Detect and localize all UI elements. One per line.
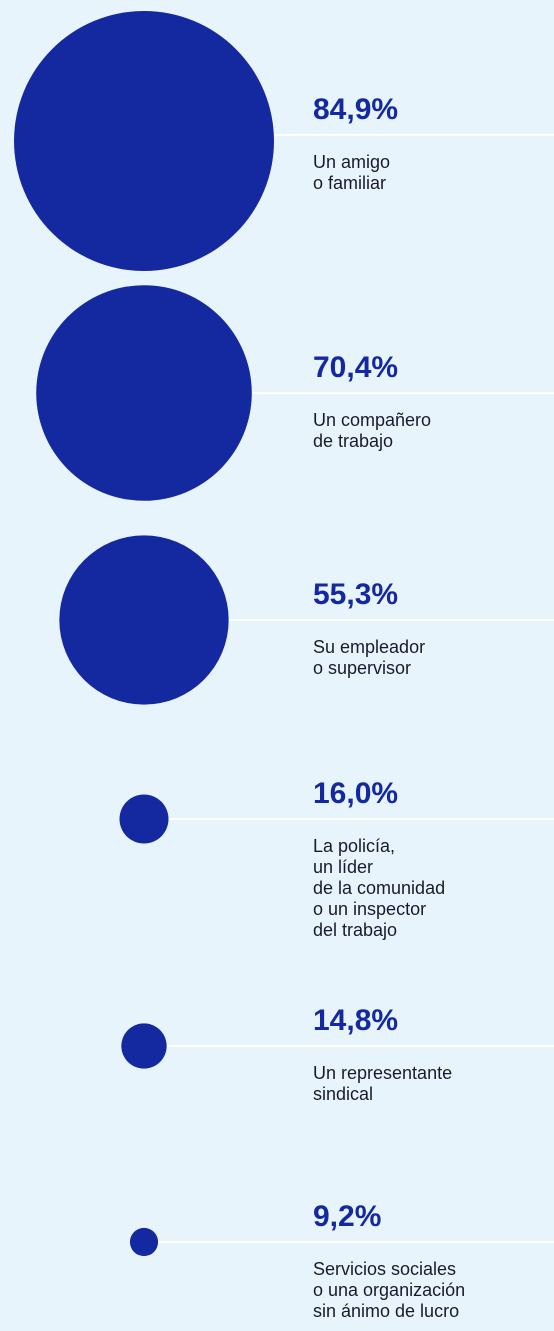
category-line: Servicios sociales	[313, 1259, 456, 1279]
category-line: sindical	[313, 1084, 373, 1104]
bubble	[129, 1227, 159, 1257]
category-label: Su empleador o supervisor	[313, 637, 425, 678]
bubble	[121, 1023, 167, 1069]
bubble	[36, 285, 252, 501]
category-line: o una organización	[313, 1280, 465, 1300]
category-line: Su empleador	[313, 637, 425, 657]
category-label: Un amigo o familiar	[313, 152, 390, 193]
value-label: 84,9%	[313, 93, 398, 126]
category-line: Un representante	[313, 1063, 452, 1083]
category-line: o un inspector	[313, 899, 426, 919]
category-line: Un compañero	[313, 410, 431, 430]
category-line: Un amigo	[313, 152, 390, 172]
value-label: 9,2%	[313, 1200, 381, 1233]
category-line: La policía,	[313, 836, 395, 856]
category-line: un líder	[313, 857, 373, 877]
value-label: 70,4%	[313, 351, 398, 384]
category-line: del trabajo	[313, 920, 397, 940]
value-label: 16,0%	[313, 777, 398, 810]
bubble	[119, 794, 169, 844]
category-line: o supervisor	[313, 658, 411, 678]
category-label: Un compañero de trabajo	[313, 410, 431, 451]
value-label: 14,8%	[313, 1004, 398, 1037]
bubble	[14, 11, 274, 271]
category-line: o familiar	[313, 173, 386, 193]
category-line: sin ánimo de lucro	[313, 1301, 459, 1321]
category-label: Un representante sindical	[313, 1063, 452, 1104]
category-line: de la comunidad	[313, 878, 445, 898]
category-label: La policía, un líder de la comunidad o un i…	[313, 836, 445, 940]
category-line: de trabajo	[313, 431, 393, 451]
bubble	[59, 535, 229, 705]
value-label: 55,3%	[313, 578, 398, 611]
category-label: Servicios sociales o una organización sin …	[313, 1259, 465, 1321]
